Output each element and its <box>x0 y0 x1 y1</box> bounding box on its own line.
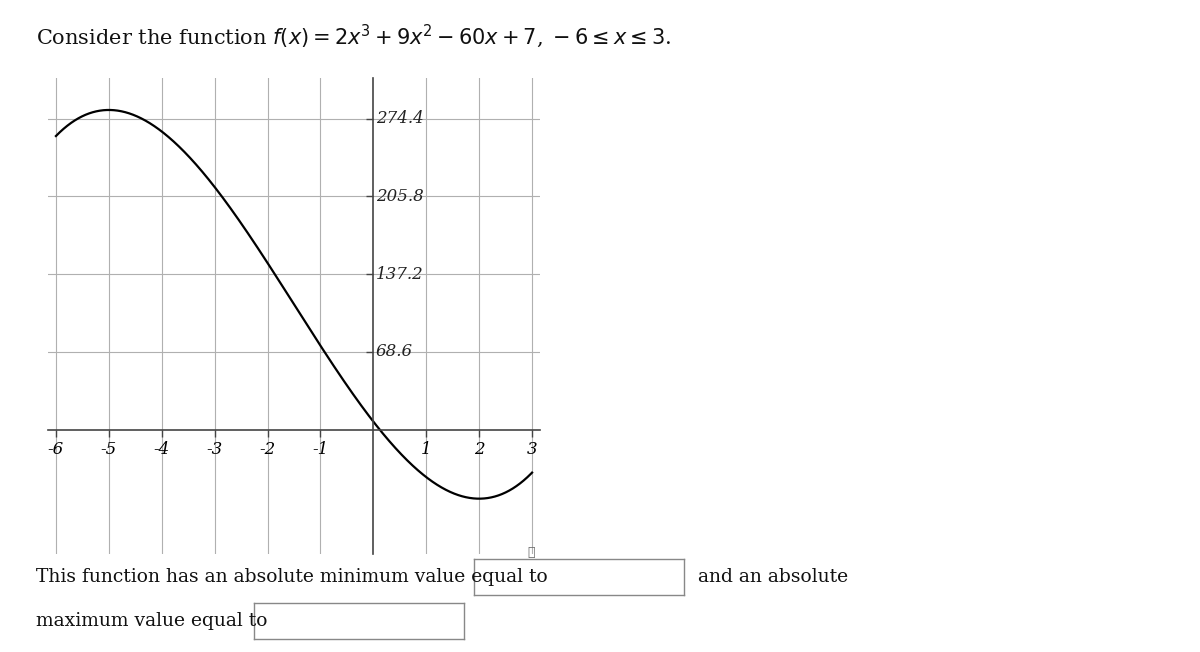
Text: 137.2: 137.2 <box>376 265 424 282</box>
Text: maximum value equal to: maximum value equal to <box>36 612 268 630</box>
Text: 🔍: 🔍 <box>528 546 535 559</box>
Text: 205.8: 205.8 <box>376 188 424 205</box>
Text: Consider the function $f(x) = 2x^3 + 9x^2 - 60x + 7$,$\;-6 \leq x \leq 3$.: Consider the function $f(x) = 2x^3 + 9x^… <box>36 23 671 50</box>
Text: This function has an absolute minimum value equal to: This function has an absolute minimum va… <box>36 568 547 586</box>
Text: 68.6: 68.6 <box>376 344 413 361</box>
Text: and an absolute: and an absolute <box>698 568 848 586</box>
Text: 274.4: 274.4 <box>376 110 424 127</box>
